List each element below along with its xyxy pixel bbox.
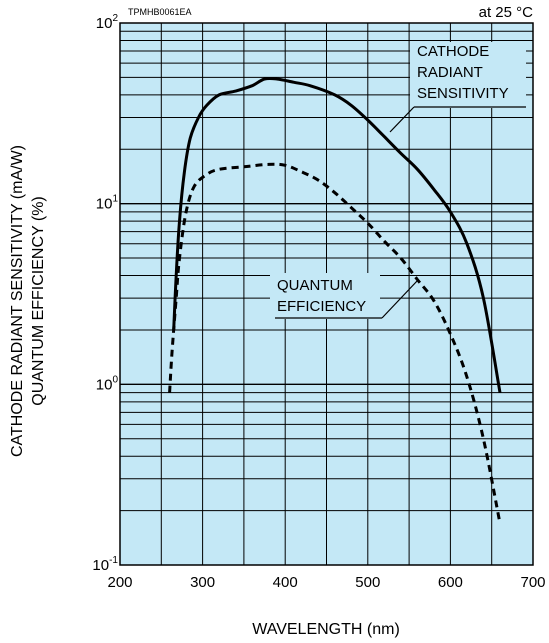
callout-label-line: CATHODE [417, 43, 489, 60]
y-tick-base: 10 [96, 196, 113, 213]
y-tick-exponent: 0 [112, 374, 118, 385]
grid [120, 23, 533, 565]
x-tick-labels: 200 300 400 500 600 700 [107, 574, 545, 591]
callout-quantum-efficiency: QUANTUM EFFICIENCY [270, 273, 419, 319]
callout-background [410, 42, 526, 108]
series-layer [168, 76, 502, 524]
callout-leader [381, 279, 419, 319]
y-tick-base: 10 [96, 376, 113, 393]
y-tick-label: 10-1 [92, 555, 118, 574]
callout-label-line: EFFICIENCY [277, 298, 366, 315]
callout-background [270, 273, 380, 319]
callout-cathode-radiant-sensitivity: CATHODE RADIANT SENSITIVITY [389, 42, 526, 133]
y-tick-exponent: -1 [109, 555, 118, 566]
callout-leader [389, 106, 415, 133]
y-tick-label: 100 [96, 374, 119, 393]
callout-label-line: RADIANT [417, 64, 483, 81]
x-tick-label: 500 [355, 574, 380, 591]
series-cathode-radiant-sensitivity-line [172, 76, 502, 393]
x-tick-label: 300 [190, 574, 215, 591]
plot-frame [119, 22, 534, 566]
x-axis-title: WAVELENGTH (nm) [252, 621, 400, 638]
y-tick-label: 101 [96, 194, 119, 213]
y-tick-label: 102 [96, 13, 119, 32]
y-axis-title-line1: CATHODE RADIANT SENSITIVITY (mA/W) [9, 145, 26, 457]
callout-label-line: QUANTUM [277, 277, 353, 294]
x-tick-label: 700 [520, 574, 545, 591]
y-tick-exponent: 2 [112, 13, 118, 24]
y-axis-title-line2: QUANTUM EFFICIENCY (%) [30, 196, 47, 405]
y-tick-exponent: 1 [112, 194, 118, 205]
callout-label-line: SENSITIVITY [417, 85, 509, 102]
x-tick-label: 600 [438, 574, 463, 591]
y-tick-base: 10 [96, 15, 113, 32]
x-tick-label: 200 [107, 574, 132, 591]
y-tick-base: 10 [92, 557, 109, 574]
x-tick-label: 400 [273, 574, 298, 591]
condition-label: at 25 °C [479, 4, 534, 21]
series-quantum-efficiency-line [168, 162, 502, 524]
figure-code: TPMHB0061EA [128, 7, 192, 17]
